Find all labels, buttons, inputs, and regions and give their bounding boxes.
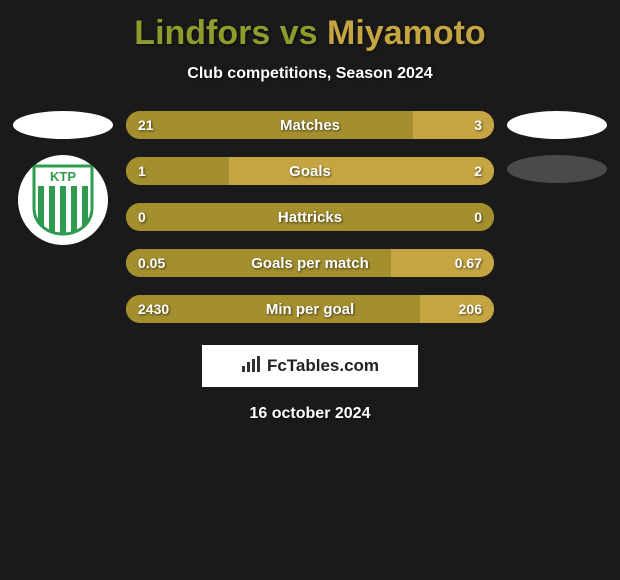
title-vs: vs	[280, 14, 318, 52]
svg-text:KTP: KTP	[50, 169, 76, 184]
brand-box: FcTables.com	[202, 345, 418, 387]
bar-label: Hattricks	[126, 203, 494, 231]
stat-bar: 00Hattricks	[126, 203, 494, 231]
player2-ellipse-bottom	[507, 155, 607, 183]
bar-label: Min per goal	[126, 295, 494, 323]
bar-label: Matches	[126, 111, 494, 139]
subtitle: Club competitions, Season 2024	[0, 65, 620, 83]
team-badge: KTP	[18, 155, 108, 245]
team-shield-icon: KTP	[32, 164, 94, 236]
stat-bars: 213Matches 12Goals 00Hattricks 0.050.67Goal…	[126, 111, 494, 323]
player1-ellipse	[13, 111, 113, 139]
stat-bar: 213Matches	[126, 111, 494, 139]
bar-label: Goals	[126, 157, 494, 185]
brand-text: FcTables.com	[267, 356, 379, 376]
bar-label: Goals per match	[126, 249, 494, 277]
date-text: 16 october 2024	[0, 405, 620, 423]
right-side	[502, 111, 612, 183]
player2-ellipse-top	[507, 111, 607, 139]
chart-icon	[241, 355, 261, 378]
title-player2: Miyamoto	[327, 14, 486, 52]
page-title: Lindfors vs Miyamoto	[0, 14, 620, 53]
title-player1: Lindfors	[134, 14, 270, 52]
stat-bar: 2430206Min per goal	[126, 295, 494, 323]
left-side: KTP	[8, 111, 118, 245]
infographic-root: Lindfors vs Miyamoto Club competitions, …	[0, 0, 620, 423]
stat-bar: 12Goals	[126, 157, 494, 185]
stat-bar: 0.050.67Goals per match	[126, 249, 494, 277]
main-row: KTP 213Matches 12Goals 00Hattricks 0.050.67…	[0, 111, 620, 323]
